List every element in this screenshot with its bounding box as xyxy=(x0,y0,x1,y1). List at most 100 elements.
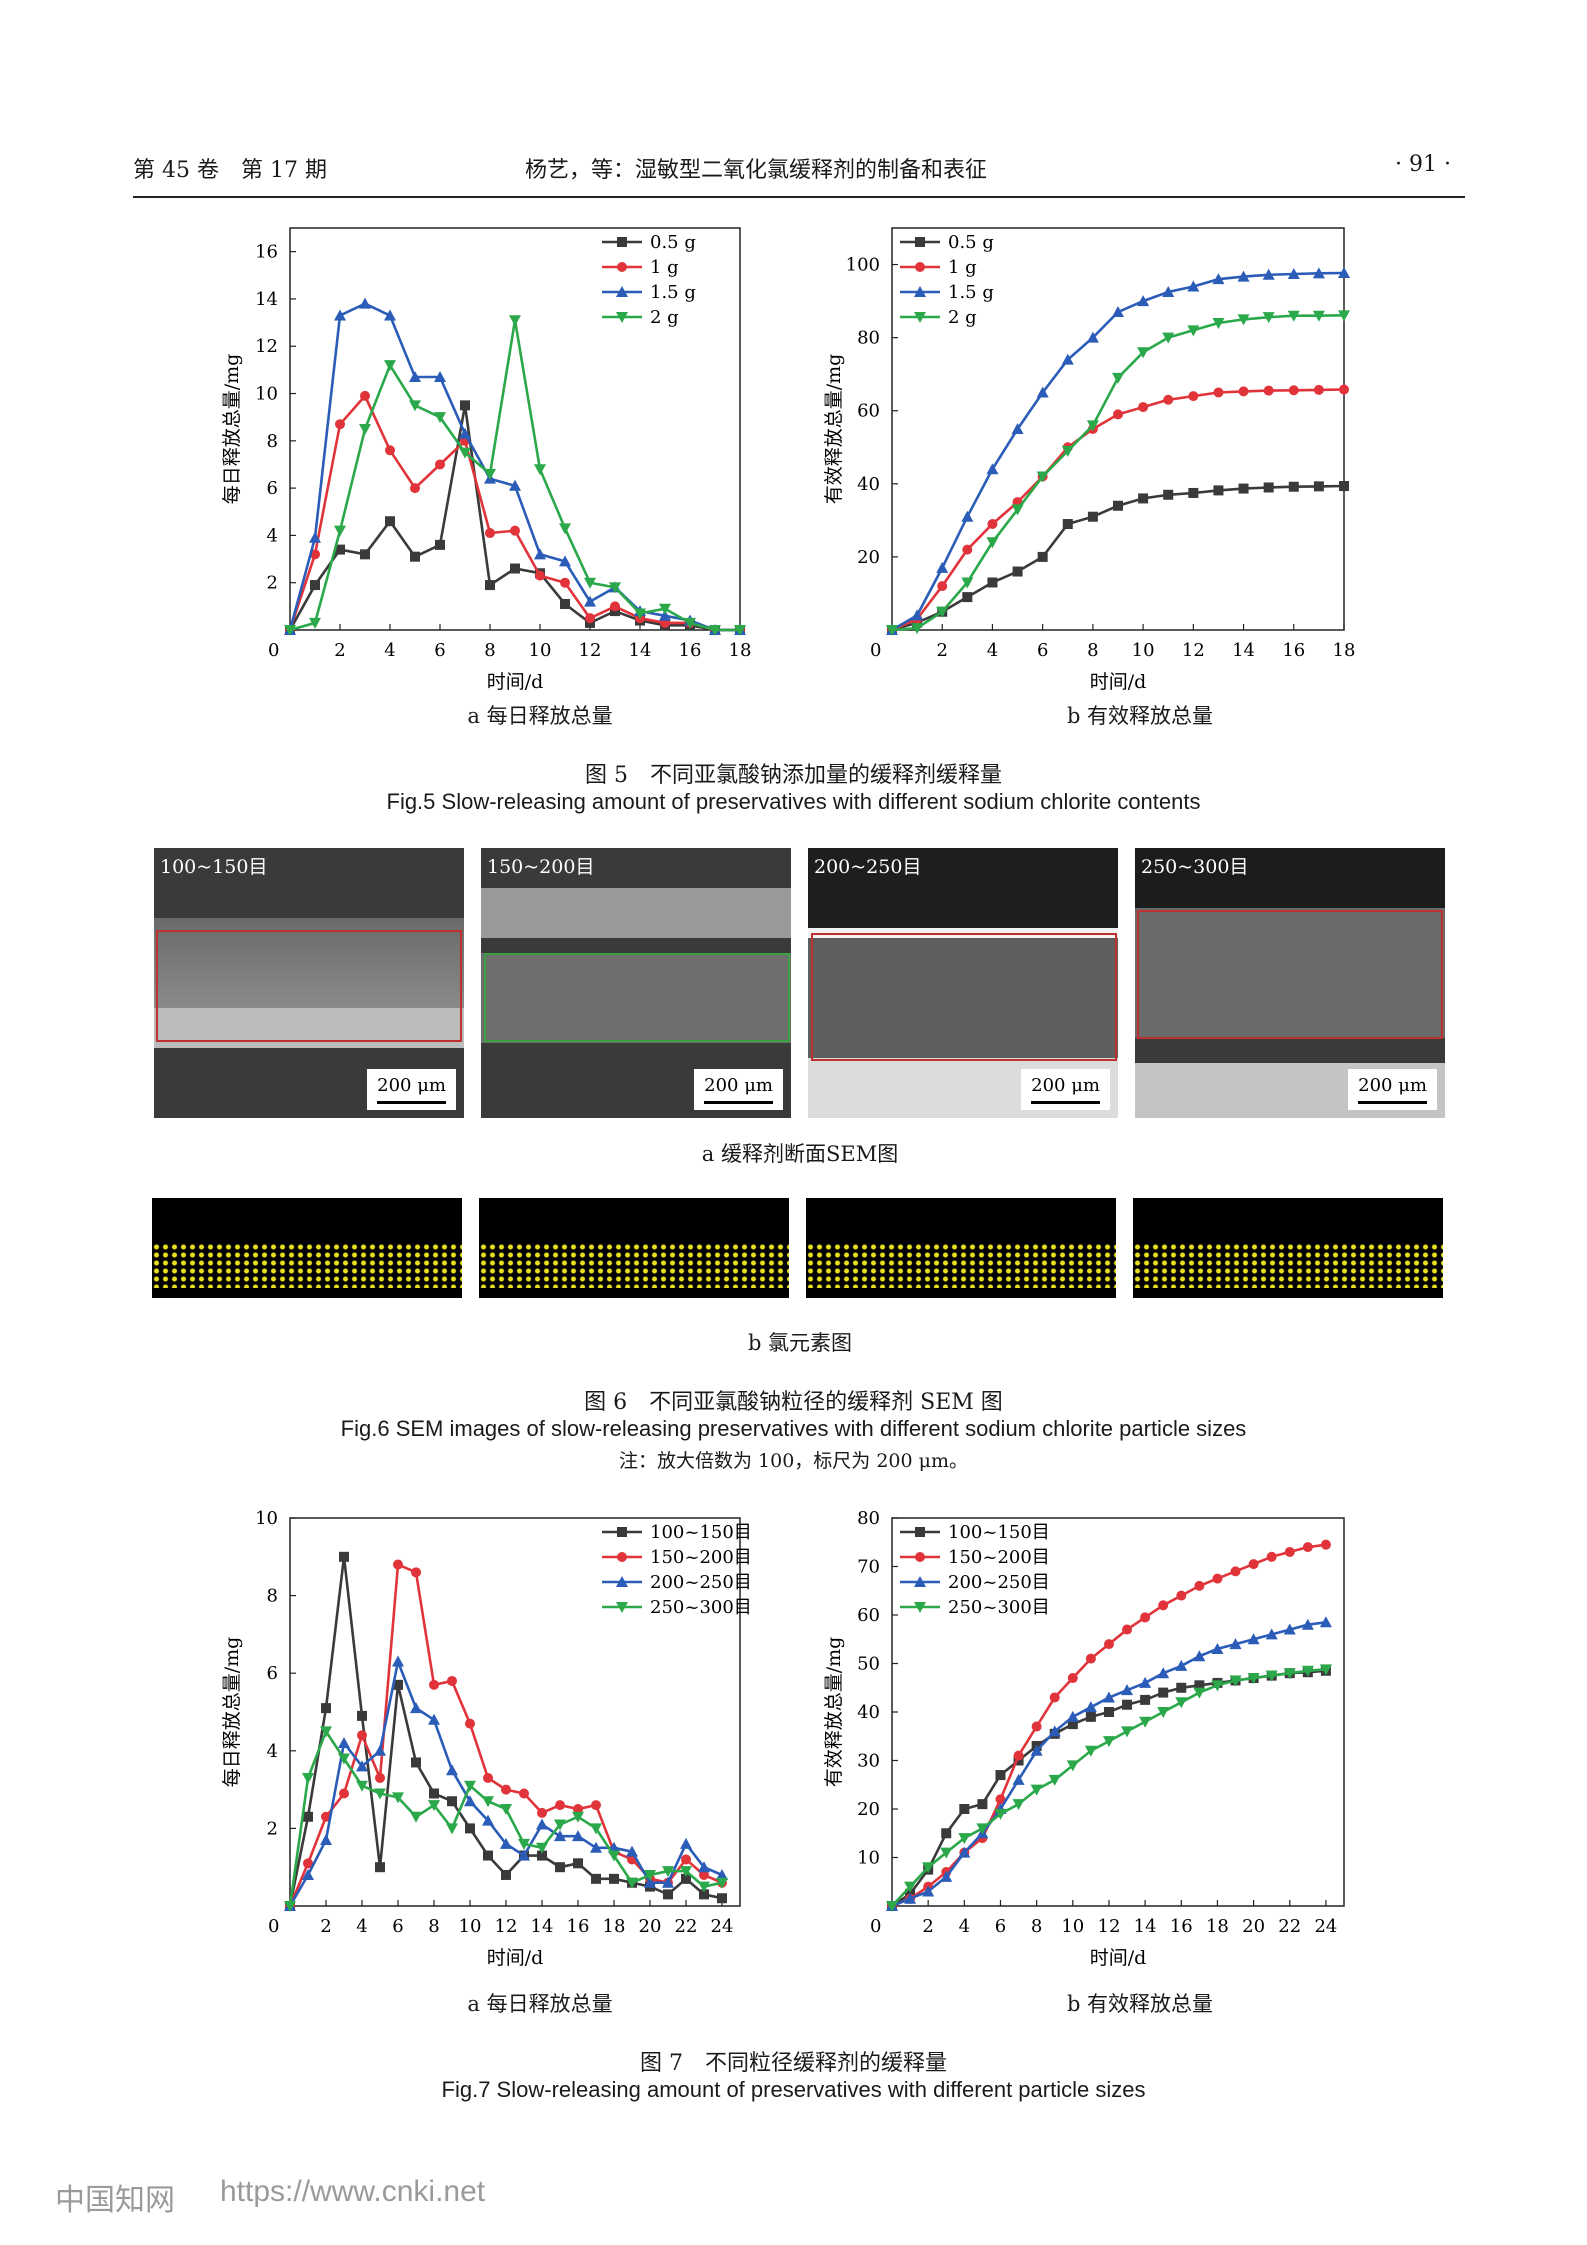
data-point xyxy=(681,1873,691,1884)
legend-label: 250~300目 xyxy=(650,1597,752,1618)
data-point xyxy=(1067,1673,1078,1684)
fig7a-subcaption: a 每日释放总量 xyxy=(467,1992,613,2016)
data-point xyxy=(303,1858,313,1869)
legend-label: 150~200目 xyxy=(650,1547,752,1568)
data-point xyxy=(483,1772,493,1783)
data-point xyxy=(986,463,999,475)
data-point xyxy=(986,537,999,549)
data-point xyxy=(699,1869,709,1880)
x-tick-label: 12 xyxy=(1182,640,1205,661)
fig5a-chart: 0 2 4 6 8 10 12 14 16 18 2 4 6 8 10 12 14 16 时间/d 每日释放总量/mg… xyxy=(200,210,810,730)
data-point xyxy=(1339,384,1349,395)
footer-url[interactable]: https://www.cnki.net xyxy=(220,2175,486,2208)
legend-marker xyxy=(914,1602,926,1613)
series-line xyxy=(891,1621,1327,1908)
x-tick-label: 4 xyxy=(356,1916,367,1937)
data-point xyxy=(1188,487,1199,498)
data-point xyxy=(1102,1736,1115,1748)
series-3 xyxy=(284,1726,728,1912)
data-point xyxy=(1176,1682,1187,1693)
x-tick-label: 24 xyxy=(1314,1916,1337,1937)
data-point xyxy=(1212,273,1225,285)
data-point xyxy=(1302,1542,1313,1553)
y-tick-label: 60 xyxy=(857,1605,880,1626)
data-point xyxy=(1247,1633,1260,1645)
scale-bar: 200 μm xyxy=(1348,1069,1437,1110)
data-point xyxy=(1102,1691,1115,1703)
data-point xyxy=(940,1847,953,1859)
legend-marker xyxy=(616,1576,628,1587)
data-point xyxy=(936,606,949,618)
data-point xyxy=(573,1804,583,1814)
data-point xyxy=(1121,1684,1134,1696)
data-point xyxy=(572,1830,584,1842)
fig5b-subcaption: b 有效释放总量 xyxy=(1066,704,1214,728)
legend-marker xyxy=(914,286,926,297)
data-point xyxy=(554,1819,566,1831)
sem-panel-label: 200~250目 xyxy=(814,856,922,878)
data-point xyxy=(1213,387,1224,398)
data-point xyxy=(303,1811,313,1822)
sem-panel-2: 150~200目 200 μm xyxy=(481,848,791,1118)
data-point xyxy=(338,1753,350,1765)
data-point xyxy=(1138,402,1149,413)
data-point xyxy=(1030,1744,1043,1756)
sem-panel-4: 250~300目 200 μm xyxy=(1135,848,1445,1118)
data-point xyxy=(338,1737,350,1749)
data-point xyxy=(500,1804,512,1815)
data-point xyxy=(1084,1701,1097,1713)
data-point xyxy=(962,592,973,603)
y-tick-label: 20 xyxy=(857,547,880,568)
data-point xyxy=(709,625,721,636)
data-point xyxy=(374,1788,386,1800)
data-point xyxy=(537,1807,547,1818)
data-point xyxy=(559,555,571,567)
data-point xyxy=(584,595,596,607)
legend-marker xyxy=(915,262,925,272)
data-point xyxy=(1248,1559,1259,1570)
data-point xyxy=(465,1718,475,1729)
data-point xyxy=(1263,385,1274,396)
y-tick-label: 16 xyxy=(255,242,278,263)
running-header-title: 杨艺，等：湿敏型二氧化氯缓释剂的制备和表征 xyxy=(525,158,988,183)
data-point xyxy=(509,315,521,327)
y-tick-label: 2 xyxy=(267,1818,278,1839)
data-point xyxy=(410,1811,422,1823)
data-point xyxy=(1067,1719,1078,1730)
data-point xyxy=(1263,482,1274,493)
data-point xyxy=(1157,1707,1170,1718)
data-point xyxy=(446,1823,458,1835)
y-tick-label: 10 xyxy=(255,384,278,405)
data-point xyxy=(937,581,948,592)
legend: 0.5 g 1 g 1.5 g 2 g xyxy=(900,232,994,328)
y-tick-label: 40 xyxy=(857,474,880,495)
fig7b-svg: 0 2 4 6 8 10 12 14 16 18 20 22 241020304050607080时间/… xyxy=(823,1508,1345,1969)
data-point xyxy=(411,1567,421,1578)
data-point xyxy=(1011,504,1024,516)
data-point xyxy=(995,1770,1006,1781)
data-point xyxy=(1138,493,1149,504)
legend-marker xyxy=(617,1552,627,1562)
chlorine-map-2 xyxy=(479,1198,789,1298)
data-point xyxy=(1103,1639,1114,1650)
y-tick-label: 20 xyxy=(857,1799,880,1820)
chlorine-map-4 xyxy=(1133,1198,1443,1298)
data-point xyxy=(680,1866,692,1878)
data-point xyxy=(886,625,898,636)
data-point xyxy=(1319,1664,1332,1676)
data-point xyxy=(1048,1774,1061,1786)
x-tick-label: 14 xyxy=(531,1916,554,1937)
data-point xyxy=(518,1838,530,1850)
legend-label: 200~250目 xyxy=(948,1572,1050,1593)
data-point xyxy=(1012,566,1023,577)
data-point xyxy=(434,412,446,424)
data-point xyxy=(559,523,571,535)
legend-label: 2 g xyxy=(650,307,679,328)
data-point xyxy=(1066,1760,1079,1772)
x-tick-label: 18 xyxy=(1333,640,1356,661)
data-point xyxy=(1283,1668,1296,1680)
data-point xyxy=(429,1679,439,1690)
data-point xyxy=(1162,285,1175,297)
data-point xyxy=(339,1551,349,1562)
footer-brand: 中国知网 xyxy=(55,2184,175,2217)
